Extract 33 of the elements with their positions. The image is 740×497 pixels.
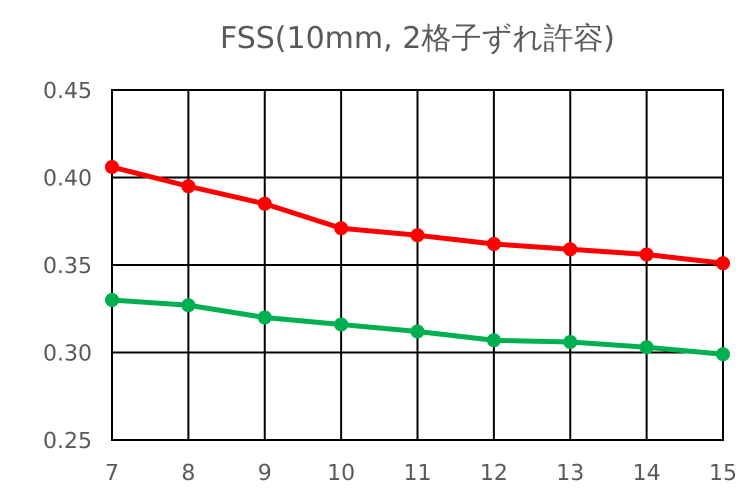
point [486,333,501,348]
point [334,318,348,332]
point [334,221,348,236]
xtick: 9 [258,461,272,486]
xtick: 7 [105,461,119,486]
point [181,179,196,194]
ytick: 0.40 [43,166,92,192]
point [258,196,272,211]
point [640,248,654,262]
point [563,335,578,349]
point [563,242,578,256]
xtick: 8 [181,461,196,486]
xtick: 14 [632,461,661,486]
point [716,256,730,270]
ytick: 0.35 [43,254,92,279]
xtick: 10 [327,461,356,486]
point [181,298,196,312]
xtick: 11 [404,461,432,486]
xtick: 13 [556,461,584,486]
ytick: 0.45 [43,79,92,104]
point [640,340,654,354]
point [258,310,272,324]
point [105,293,119,307]
point [105,160,119,174]
point [486,237,501,251]
ytick: 0.30 [43,342,92,366]
xtick: 15 [709,461,737,486]
point [410,228,424,242]
ytick: 0.25 [43,429,92,454]
point [716,347,730,362]
xtick: 12 [480,461,508,486]
point [410,324,424,338]
title: FSS(10mm, 2格子ずれ許容) [220,21,615,56]
